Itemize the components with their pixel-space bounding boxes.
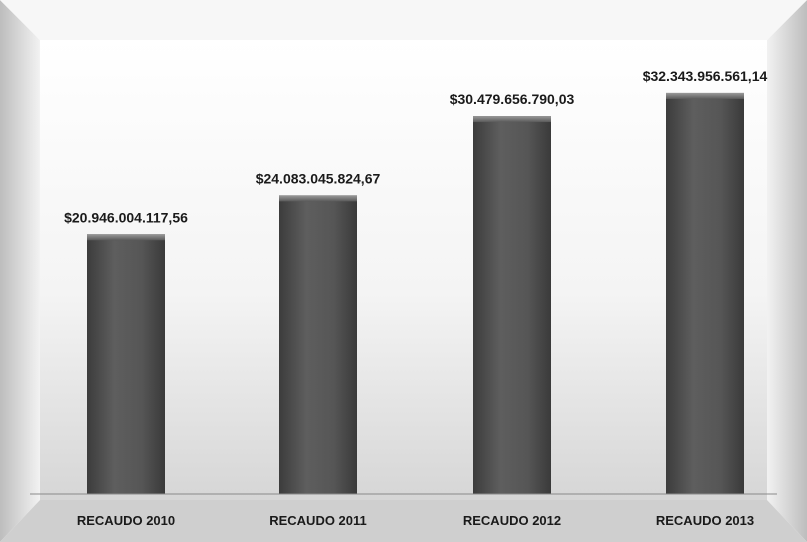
data-label-2: $24.083.045.824,67 <box>256 170 381 186</box>
bar-cap-4 <box>666 92 744 99</box>
category-label-4: RECAUDO 2013 <box>656 513 754 528</box>
bar-cap-3 <box>473 116 551 123</box>
bevel-left <box>0 0 40 542</box>
bar-cap-1 <box>87 234 165 241</box>
bar-3 <box>473 116 551 495</box>
data-label-4: $32.343.956.561,14 <box>643 68 768 84</box>
bar-1 <box>87 234 165 495</box>
data-label-1: $20.946.004.117,56 <box>64 209 188 225</box>
data-label-3: $30.479.656.790,03 <box>450 91 575 107</box>
bevel-bottom <box>0 500 807 542</box>
category-labels-group: RECAUDO 2010 RECAUDO 2011 RECAUDO 2012 RECA… <box>77 513 754 528</box>
data-labels-group: $20.946.004.117,56 $24.083.045.824,67 $30.… <box>64 68 767 225</box>
bar-cap-2 <box>279 195 357 202</box>
bevel-top <box>0 0 807 40</box>
category-label-1: RECAUDO 2010 <box>77 513 175 528</box>
category-label-3: RECAUDO 2012 <box>463 513 561 528</box>
bar-4 <box>666 92 744 494</box>
category-label-2: RECAUDO 2011 <box>269 513 367 528</box>
bevel-right <box>767 0 807 542</box>
bar-2 <box>279 195 357 494</box>
bars-group <box>87 92 744 495</box>
